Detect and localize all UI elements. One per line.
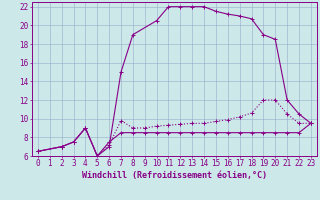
X-axis label: Windchill (Refroidissement éolien,°C): Windchill (Refroidissement éolien,°C) — [82, 171, 267, 180]
